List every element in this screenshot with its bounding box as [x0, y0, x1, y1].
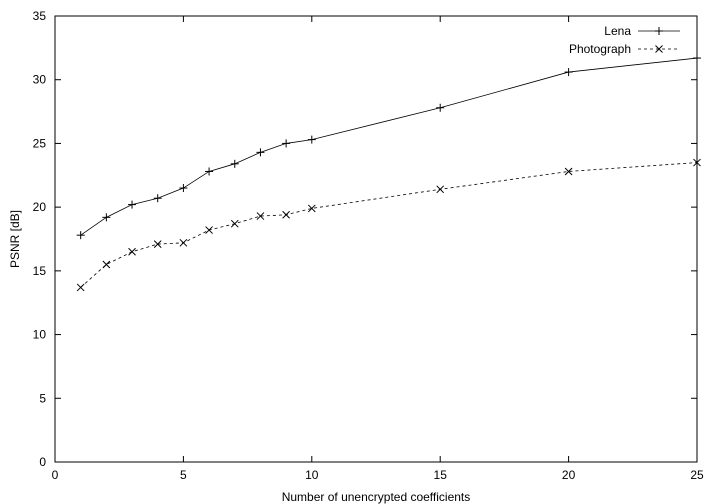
y-tick-label: 30 — [33, 73, 47, 87]
cross-marker — [436, 185, 445, 194]
y-tick-label: 5 — [39, 391, 46, 405]
y-tick-label: 35 — [33, 9, 47, 23]
plus-marker — [307, 135, 316, 144]
plus-marker — [128, 200, 137, 209]
series-lena — [76, 54, 701, 240]
marker-stroke — [436, 185, 445, 194]
legend-item: Photograph — [569, 42, 680, 56]
marker-stroke — [230, 219, 239, 228]
marker-stroke — [205, 226, 213, 234]
y-tick-label: 0 — [39, 455, 46, 469]
y-tick-label: 15 — [33, 264, 47, 278]
plot-frame — [54, 15, 698, 463]
marker-stroke — [655, 45, 663, 53]
axis-ticks — [54, 15, 698, 463]
marker-stroke — [76, 283, 85, 292]
series-photograph — [76, 158, 701, 292]
cross-marker — [153, 240, 162, 248]
marker-stroke — [282, 210, 290, 219]
plus-marker — [153, 194, 162, 203]
cross-marker — [693, 158, 701, 167]
marker-stroke — [564, 167, 573, 176]
plus-marker — [564, 68, 573, 77]
plus-marker — [655, 27, 663, 35]
cross-marker — [282, 210, 290, 219]
marker-stroke — [307, 204, 316, 213]
plus-marker — [436, 103, 445, 112]
y-tick-label: 25 — [33, 136, 47, 150]
marker-stroke — [128, 247, 136, 256]
marker-stroke — [693, 158, 701, 167]
marker-stroke — [153, 240, 162, 248]
plus-marker — [230, 159, 239, 168]
plus-marker — [76, 231, 85, 240]
y-axis-label: PSNR [dB] — [8, 210, 22, 268]
plus-marker — [102, 213, 111, 222]
plus-marker — [693, 54, 701, 63]
plus-marker — [179, 184, 188, 193]
marker-stroke — [256, 212, 265, 220]
cross-marker — [230, 219, 239, 228]
cross-marker — [102, 260, 111, 269]
axis-tick-labels: 0 5 10 15 20 25 0 5 10 15 20 25 30 35 — [33, 9, 704, 482]
legend-item: Lena — [604, 24, 680, 38]
cross-marker — [655, 45, 663, 53]
marker-stroke — [102, 260, 111, 269]
plus-marker — [205, 167, 214, 176]
plus-marker — [282, 139, 291, 148]
cross-marker — [307, 204, 316, 213]
x-tick-label: 10 — [305, 468, 319, 482]
series-layer — [76, 54, 701, 292]
cross-marker — [256, 212, 265, 220]
x-tick-label: 5 — [180, 468, 187, 482]
x-axis-label: Number of unencrypted coefficients — [282, 490, 471, 504]
x-tick-label: 15 — [434, 468, 448, 482]
series-line — [80, 57, 698, 236]
plus-marker — [256, 148, 265, 157]
series-line — [80, 162, 698, 288]
x-tick-label: 20 — [562, 468, 576, 482]
cross-marker — [564, 167, 573, 176]
legend-label: Lena — [604, 24, 631, 38]
cross-marker — [179, 238, 188, 247]
legend: Lena Photograph — [569, 24, 680, 56]
marker-stroke — [179, 238, 188, 247]
cross-marker — [76, 283, 85, 292]
y-tick-label: 10 — [33, 328, 47, 342]
legend-label: Photograph — [569, 42, 631, 56]
y-tick-label: 20 — [33, 200, 47, 214]
cross-marker — [205, 226, 213, 234]
x-tick-label: 0 — [52, 468, 59, 482]
cross-marker — [128, 247, 136, 256]
x-tick-label: 25 — [690, 468, 704, 482]
